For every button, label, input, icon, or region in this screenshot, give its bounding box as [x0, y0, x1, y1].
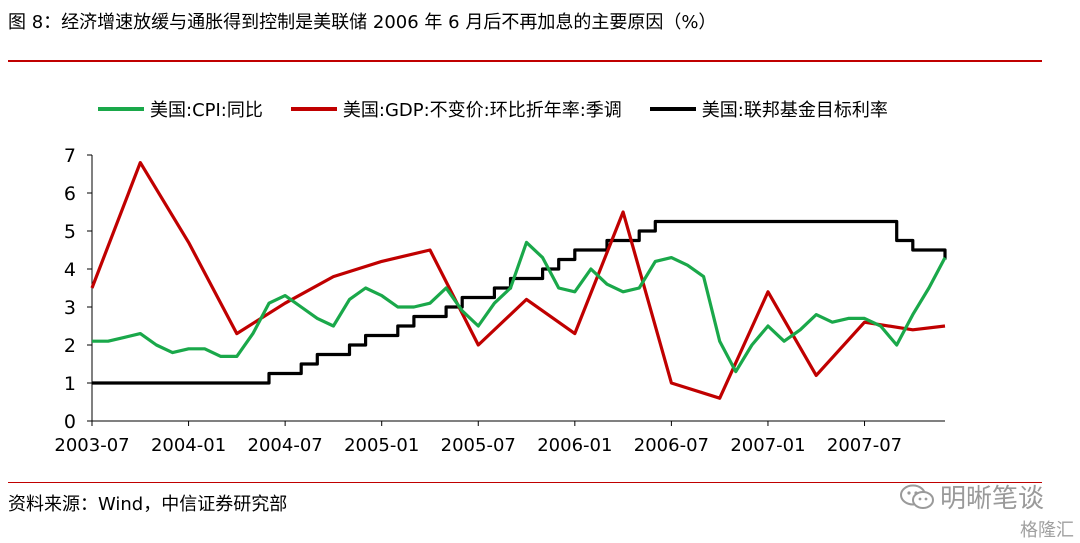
x-tick-label: 2004-01: [151, 435, 226, 456]
title-divider: [8, 60, 1042, 62]
y-tick-label: 7: [64, 145, 76, 167]
legend-label-gdp: 美国:GDP:不变价:环比折年率:季调: [342, 100, 622, 121]
legend-swatch-cpi: [98, 107, 144, 111]
source-divider: [8, 482, 1042, 483]
legend: 美国:CPI:同比 美国:GDP:不变价:环比折年率:季调 美国:联邦基金目标利…: [98, 96, 916, 122]
watermark-text: 明晰笔谈: [939, 484, 1044, 514]
watermark-sub: 格隆汇: [1020, 520, 1074, 541]
series-line-fed: [92, 219, 947, 385]
x-tick-label: 2006-07: [634, 435, 709, 456]
x-tick-label: 2005-01: [344, 435, 419, 456]
legend-item-gdp: 美国:GDP:不变价:环比折年率:季调: [290, 96, 622, 122]
legend-label-fed: 美国:联邦基金目标利率: [701, 100, 888, 121]
y-tick-label: 3: [64, 297, 76, 319]
y-tick-label: 4: [64, 259, 76, 281]
x-tick-label: 2005-07: [441, 435, 516, 456]
y-tick-label: 5: [64, 221, 76, 243]
y-tick-label: 2: [64, 335, 76, 357]
legend-item-fed: 美国:联邦基金目标利率: [649, 96, 888, 122]
y-tick-label: 1: [64, 373, 76, 395]
series-line-cpi: [92, 240, 947, 374]
x-tick-label: 2004-07: [248, 435, 323, 456]
source-note: 资料来源：Wind，中信证券研究部: [8, 494, 288, 515]
legend-label-cpi: 美国:CPI:同比: [150, 100, 263, 121]
x-tick-label: 2007-07: [827, 435, 902, 456]
legend-swatch-gdp: [290, 107, 337, 111]
y-tick-label: 6: [64, 183, 76, 205]
chart-title: 图 8：经济增速放缓与通胀得到控制是美联储 2006 年 6 月后不再加息的主要…: [8, 12, 717, 33]
x-tick-label: 2007-01: [730, 435, 805, 456]
series-line-gdp: [90, 161, 946, 400]
watermark: 明晰笔谈: [899, 478, 1044, 515]
x-tick-label: 2003-07: [54, 435, 129, 456]
legend-item-cpi: 美国:CPI:同比: [98, 96, 263, 122]
y-tick-label: 0: [64, 411, 76, 433]
wechat-icon: [899, 484, 934, 510]
x-tick-label: 2006-01: [537, 435, 612, 456]
legend-swatch-fed: [649, 107, 696, 111]
